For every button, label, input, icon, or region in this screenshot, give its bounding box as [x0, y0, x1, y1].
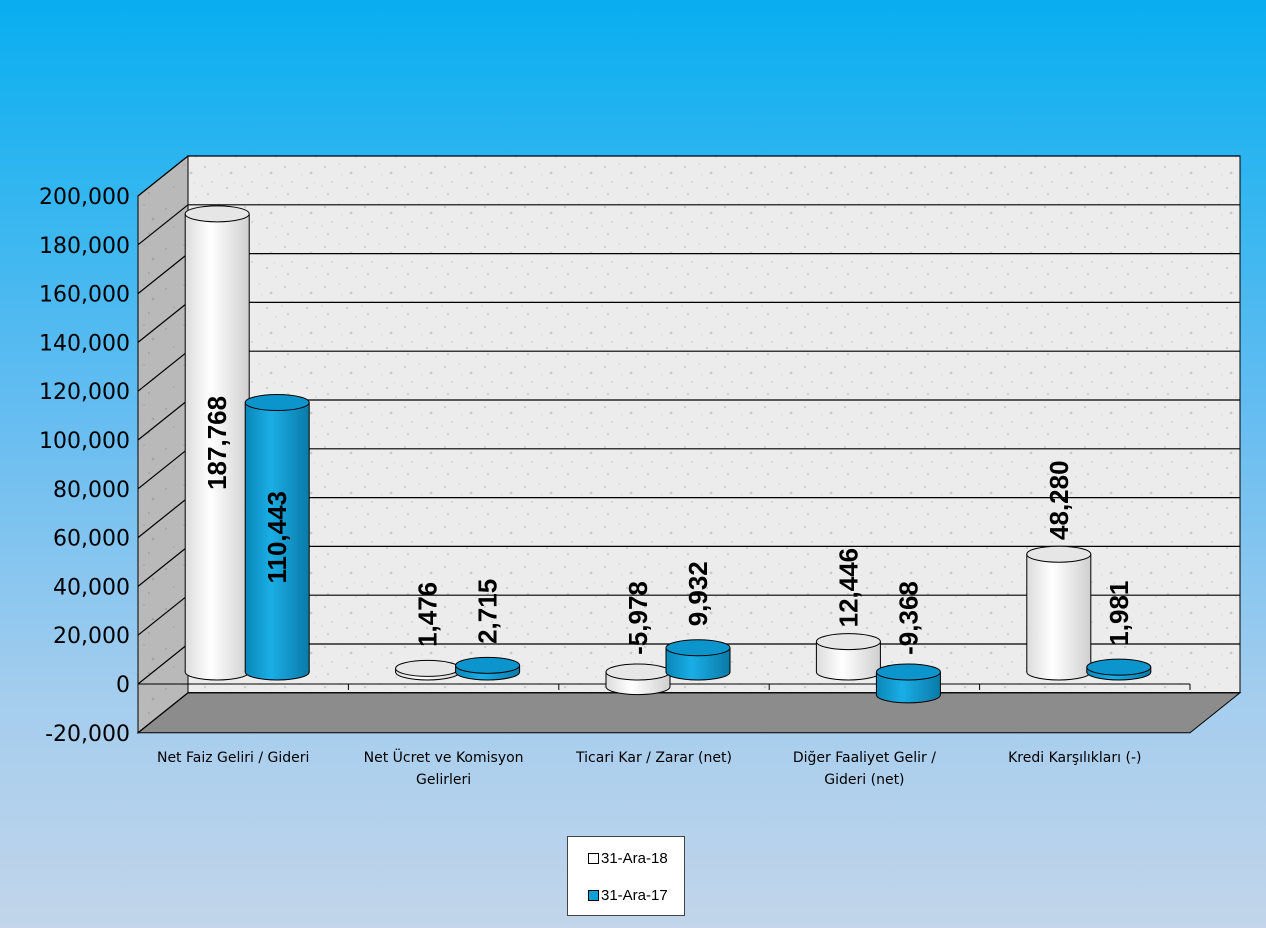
- legend-item-series-1: 31-Ara-18: [588, 849, 668, 869]
- bar: [1086, 658, 1152, 681]
- bar: [1026, 545, 1092, 681]
- bar: [665, 639, 731, 681]
- y-tick-label: 20,000: [53, 624, 130, 649]
- data-label: 1,981: [1104, 581, 1134, 646]
- x-category-label: Gelirleri: [416, 772, 471, 788]
- legend-label-series-1: 31-Ara-18: [601, 850, 668, 867]
- bar: [184, 205, 250, 681]
- bar: [605, 663, 671, 696]
- data-label: 110,443: [262, 491, 292, 584]
- data-label: 9,932: [683, 561, 713, 626]
- y-tick-label: 120,000: [39, 380, 130, 405]
- x-category-label: Kredi Karşılıkları (-): [1008, 750, 1141, 766]
- x-category-label: Net Ücret ve Komisyon: [364, 748, 524, 766]
- legend-item-series-2: 31-Ara-17: [588, 886, 668, 906]
- gridline: [137, 155, 1240, 197]
- bar-top: [875, 663, 941, 681]
- data-label: -9,368: [893, 581, 923, 655]
- bar-top: [184, 205, 250, 223]
- bar: [395, 659, 461, 681]
- x-category-label: Ticari Kar / Zarar (net): [575, 750, 732, 766]
- chart-legend: 31-Ara-18 31-Ara-17: [567, 836, 685, 916]
- chart-axes: -20,000 0 20,000 40,000 60,000 80,000 100,000 1…: [39, 185, 1191, 788]
- legend-label-series-2: 31-Ara-17: [601, 887, 668, 904]
- bar-top: [1026, 545, 1092, 563]
- bar-body: [185, 213, 250, 673]
- y-tick-label: 40,000: [53, 575, 130, 600]
- bar: [815, 633, 881, 681]
- x-category-label: Gideri (net): [824, 772, 904, 788]
- bar-top: [815, 633, 881, 651]
- x-category-label: Diğer Faaliyet Gelir /: [793, 750, 936, 766]
- data-label: 187,768: [202, 396, 232, 490]
- bar-top: [665, 639, 731, 657]
- chart-side-wall: [137, 154, 189, 734]
- bar-top: [1086, 658, 1152, 676]
- bar-top: [395, 659, 461, 677]
- y-tick-label: 140,000: [39, 331, 130, 356]
- data-label: 48,280: [1044, 460, 1074, 540]
- bar-top: [605, 663, 671, 681]
- data-label: 1,476: [413, 582, 443, 647]
- chart-floor: [136, 692, 1242, 734]
- gridline: [137, 204, 1240, 246]
- y-tick-label: 80,000: [53, 478, 130, 503]
- y-tick-label: 180,000: [39, 234, 130, 259]
- y-tick-label: 60,000: [53, 527, 130, 552]
- bar-top: [455, 656, 521, 674]
- legend-swatch-series-2: [588, 890, 599, 901]
- y-tick-label: 100,000: [39, 429, 130, 454]
- bar-body: [245, 402, 310, 672]
- y-tick-label: 160,000: [39, 283, 130, 308]
- data-label: 12,446: [833, 548, 863, 628]
- chart-data-labels: 187,768 1,476 -5,978 12,446 48,280 110,443 2,7…: [202, 396, 1134, 655]
- data-label: 2,715: [473, 579, 503, 644]
- chart-bars: [184, 205, 1152, 704]
- bar: [875, 663, 941, 704]
- bar: [244, 394, 310, 681]
- chart-walls: [136, 154, 1242, 734]
- y-tick-label: 0: [116, 673, 130, 698]
- x-category-label: Net Faiz Geliri / Gideri: [157, 750, 309, 766]
- data-label: -5,978: [623, 581, 653, 655]
- bar-body: [1026, 554, 1091, 672]
- bar: [455, 656, 521, 681]
- bar-top: [244, 394, 310, 412]
- legend-swatch-series-1: [588, 853, 599, 864]
- y-tick-label: -20,000: [45, 722, 130, 747]
- y-tick-label: 200,000: [39, 185, 130, 210]
